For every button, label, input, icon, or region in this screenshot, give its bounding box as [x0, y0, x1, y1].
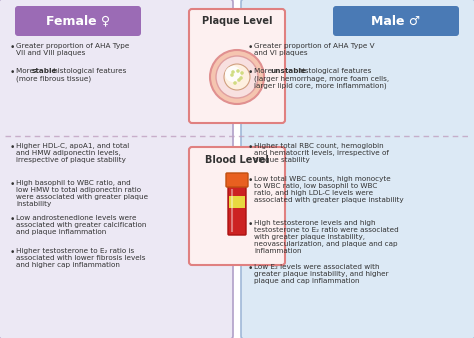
- FancyBboxPatch shape: [228, 181, 246, 235]
- Text: Greater proportion of AHA Type
VII and VIII plaques: Greater proportion of AHA Type VII and V…: [16, 43, 129, 56]
- FancyBboxPatch shape: [15, 6, 141, 36]
- Text: histological features: histological features: [52, 68, 127, 74]
- Text: Plaque Level: Plaque Level: [202, 16, 272, 26]
- Text: •: •: [10, 68, 15, 77]
- Circle shape: [231, 70, 235, 74]
- Text: Higher testosterone to E₂ ratio is
associated with lower fibrosis levels
and hig: Higher testosterone to E₂ ratio is assoc…: [16, 248, 146, 268]
- FancyBboxPatch shape: [0, 0, 233, 338]
- FancyBboxPatch shape: [189, 147, 285, 265]
- Text: •: •: [248, 176, 254, 185]
- Text: Low androstenedione levels were
associated with greater calcification
and plaque: Low androstenedione levels were associat…: [16, 215, 146, 235]
- FancyBboxPatch shape: [241, 0, 474, 338]
- Text: Male ♂: Male ♂: [372, 15, 420, 27]
- Circle shape: [233, 81, 237, 85]
- Text: •: •: [10, 180, 15, 189]
- FancyBboxPatch shape: [229, 196, 245, 208]
- Circle shape: [237, 78, 241, 82]
- Text: unstable: unstable: [270, 68, 306, 74]
- Text: Higher total RBC count, hemoglobin
and hematocrit levels, irrespective of
plaque: Higher total RBC count, hemoglobin and h…: [254, 143, 389, 163]
- Text: •: •: [10, 43, 15, 52]
- Text: Low total WBC counts, high monocyte
to WBC ratio, low basophil to WBC
ratio, and: Low total WBC counts, high monocyte to W…: [254, 176, 404, 203]
- Circle shape: [230, 73, 234, 77]
- Circle shape: [210, 50, 264, 104]
- Text: •: •: [248, 143, 254, 152]
- Circle shape: [225, 66, 241, 82]
- Text: Blood Level: Blood Level: [205, 155, 269, 165]
- Text: More: More: [254, 68, 274, 74]
- FancyBboxPatch shape: [226, 173, 248, 187]
- Text: High basophil to WBC ratio, and
low HMW to total adiponectin ratio
were associat: High basophil to WBC ratio, and low HMW …: [16, 180, 148, 207]
- Circle shape: [239, 76, 243, 80]
- Text: •: •: [248, 43, 254, 52]
- Text: Higher HDL-C, apoA1, and total
and HMW adiponectin levels,
irrespective of plaqu: Higher HDL-C, apoA1, and total and HMW a…: [16, 143, 129, 163]
- Text: High testosterone levels and high
testosterone to E₂ ratio were associated
with : High testosterone levels and high testos…: [254, 220, 399, 254]
- Circle shape: [224, 64, 250, 90]
- Text: •: •: [248, 264, 254, 273]
- Text: Low E₂ levels were associated with
greater plaque instability, and higher
plaque: Low E₂ levels were associated with great…: [254, 264, 389, 284]
- Text: More: More: [16, 68, 36, 74]
- Text: Greater proportion of AHA Type V
and VI plaques: Greater proportion of AHA Type V and VI …: [254, 43, 374, 56]
- FancyBboxPatch shape: [189, 9, 285, 123]
- Text: (larger hemorrhage, more foam cells,: (larger hemorrhage, more foam cells,: [254, 75, 389, 82]
- Text: •: •: [10, 215, 15, 224]
- Circle shape: [236, 69, 240, 73]
- Text: larger lipid core, more inflammation): larger lipid core, more inflammation): [254, 82, 387, 89]
- Circle shape: [216, 56, 258, 98]
- Text: •: •: [248, 220, 254, 229]
- Text: histological features: histological features: [296, 68, 371, 74]
- Text: Female ♀: Female ♀: [46, 15, 110, 27]
- Circle shape: [240, 71, 244, 75]
- Text: •: •: [10, 248, 15, 257]
- FancyBboxPatch shape: [333, 6, 459, 36]
- Text: (more fibrous tissue): (more fibrous tissue): [16, 75, 91, 82]
- Text: stable: stable: [32, 68, 57, 74]
- Text: •: •: [10, 143, 15, 152]
- Text: •: •: [248, 68, 254, 77]
